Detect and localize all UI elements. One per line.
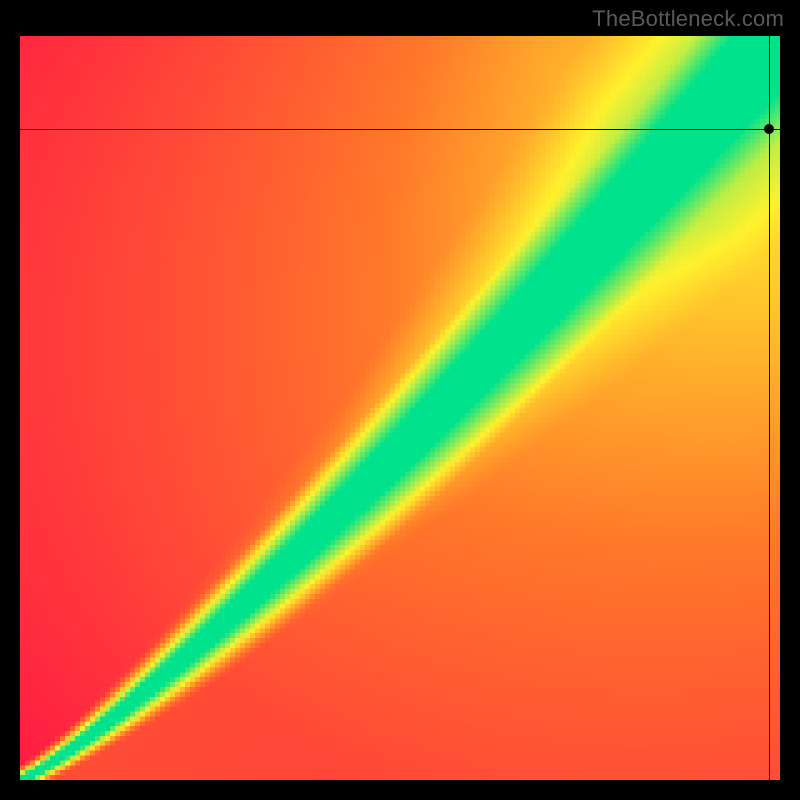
- crosshair-horizontal: [20, 129, 780, 130]
- marker-dot: [764, 124, 774, 134]
- chart-container: TheBottleneck.com: [0, 0, 800, 800]
- crosshair-vertical: [769, 36, 770, 780]
- watermark-text: TheBottleneck.com: [592, 6, 784, 32]
- heatmap-canvas: [20, 36, 780, 780]
- plot-area: [20, 36, 780, 780]
